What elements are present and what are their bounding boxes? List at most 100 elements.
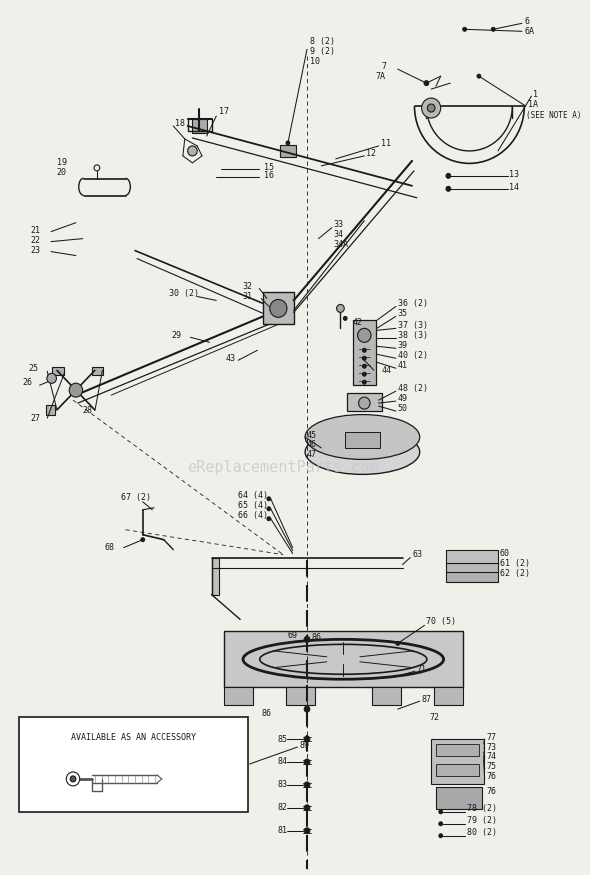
Circle shape (362, 356, 366, 360)
Text: 60: 60 (500, 550, 510, 558)
Text: 6: 6 (525, 17, 530, 26)
Bar (353, 320, 376, 385)
Circle shape (141, 537, 145, 542)
Text: eReplacementParts.com: eReplacementParts.com (188, 460, 379, 475)
Text: 34A: 34A (334, 240, 349, 249)
Text: 63: 63 (412, 550, 422, 559)
Text: 22: 22 (30, 236, 40, 245)
Circle shape (362, 364, 366, 368)
Text: 19: 19 (57, 158, 67, 167)
Text: 44: 44 (382, 366, 392, 374)
Text: 67 (2): 67 (2) (121, 493, 151, 502)
Text: 10: 10 (310, 57, 320, 66)
Text: 38 (3): 38 (3) (398, 331, 428, 340)
Text: 82: 82 (278, 803, 288, 812)
Bar (280, 145, 296, 157)
Bar (345, 432, 379, 448)
Text: 49: 49 (398, 394, 408, 402)
Text: 62 (2): 62 (2) (500, 569, 530, 578)
Bar (52, 368, 64, 375)
Text: 84: 84 (278, 758, 288, 766)
Circle shape (477, 74, 481, 78)
Text: 15: 15 (264, 164, 274, 172)
Circle shape (267, 507, 271, 511)
Bar (372, 687, 401, 705)
Text: 81: 81 (278, 826, 288, 836)
Bar (45, 405, 55, 415)
Circle shape (70, 776, 76, 782)
Text: 27: 27 (30, 414, 40, 423)
Text: 32: 32 (242, 282, 252, 291)
Circle shape (358, 328, 371, 342)
Circle shape (424, 80, 429, 86)
Text: 75: 75 (487, 762, 497, 772)
Text: 68: 68 (104, 543, 114, 552)
Text: 30 (2): 30 (2) (169, 289, 198, 298)
Text: 47: 47 (307, 451, 317, 459)
Text: 12: 12 (366, 150, 376, 158)
Text: 71: 71 (417, 665, 427, 674)
Circle shape (362, 348, 366, 353)
Text: 43: 43 (226, 354, 236, 363)
Bar (224, 687, 253, 705)
Circle shape (304, 805, 310, 811)
Text: 79 (2): 79 (2) (467, 816, 497, 825)
Text: 80 (2): 80 (2) (467, 829, 497, 837)
Bar (445, 550, 498, 564)
Text: 83: 83 (278, 780, 288, 789)
Text: 17: 17 (219, 107, 229, 116)
Text: 89: 89 (299, 740, 309, 750)
Circle shape (446, 173, 451, 178)
Text: 20: 20 (57, 168, 67, 178)
Text: 77: 77 (487, 732, 497, 741)
Circle shape (304, 706, 310, 712)
Text: 50: 50 (398, 403, 408, 413)
Text: 42: 42 (353, 318, 363, 327)
Text: 13: 13 (510, 171, 519, 179)
Bar (192, 119, 206, 133)
Text: AVAILABLE AS AN ACCESSORY: AVAILABLE AS AN ACCESSORY (71, 732, 196, 741)
Text: 21: 21 (30, 226, 40, 235)
Text: 29: 29 (171, 331, 181, 340)
Ellipse shape (305, 415, 419, 459)
Circle shape (47, 374, 57, 383)
Circle shape (343, 317, 347, 320)
Circle shape (267, 517, 271, 521)
Text: 36 (2): 36 (2) (398, 299, 428, 308)
Text: 74: 74 (487, 752, 497, 761)
Circle shape (439, 810, 442, 814)
Text: 73: 73 (487, 743, 497, 752)
Text: 40 (2): 40 (2) (398, 351, 428, 360)
Bar (92, 368, 103, 375)
Circle shape (362, 380, 366, 384)
Circle shape (427, 104, 435, 112)
Text: 9 (2): 9 (2) (310, 46, 335, 56)
Circle shape (463, 27, 467, 32)
Text: (SEE NOTE A): (SEE NOTE A) (526, 110, 581, 120)
Text: 45: 45 (307, 430, 317, 439)
Text: 76: 76 (487, 788, 497, 796)
Text: 46: 46 (307, 440, 317, 450)
Text: 78 (2): 78 (2) (467, 804, 497, 814)
Circle shape (267, 497, 271, 500)
Text: 6A: 6A (525, 27, 535, 36)
Text: 86: 86 (312, 633, 322, 642)
Circle shape (304, 759, 310, 765)
Text: 23: 23 (30, 246, 40, 256)
Bar (436, 744, 479, 756)
Text: 70 (5): 70 (5) (427, 617, 457, 626)
Text: 66 (4): 66 (4) (238, 511, 268, 521)
Circle shape (304, 736, 310, 742)
Circle shape (270, 299, 287, 318)
Bar (224, 632, 463, 687)
Text: 26: 26 (22, 378, 32, 387)
Text: 14: 14 (510, 183, 519, 192)
Text: 18: 18 (175, 118, 185, 128)
Circle shape (362, 372, 366, 376)
Circle shape (422, 98, 441, 118)
Circle shape (337, 304, 344, 312)
Text: 11: 11 (381, 139, 391, 149)
Circle shape (446, 186, 451, 192)
Circle shape (69, 383, 83, 397)
Circle shape (286, 141, 290, 145)
